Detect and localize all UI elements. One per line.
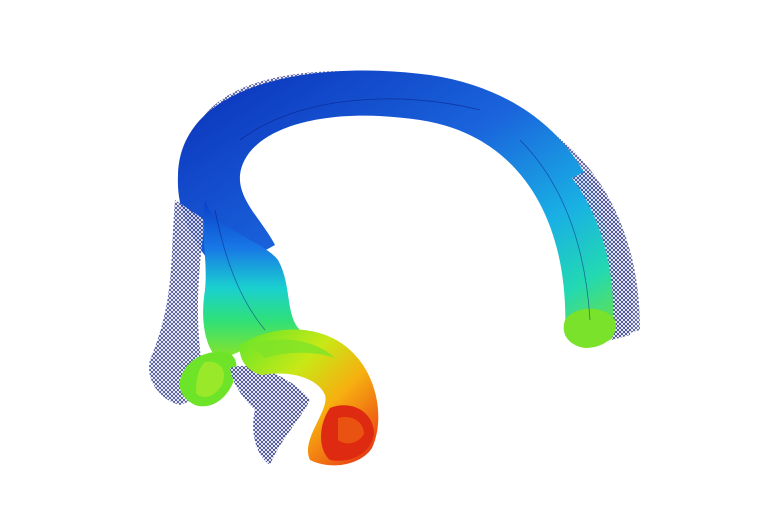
contour-lines xyxy=(214,98,591,331)
hook-tip-highlight xyxy=(338,416,364,444)
hook-inner-band xyxy=(250,339,335,358)
arch-right-end xyxy=(563,308,616,348)
mesh-left-leg xyxy=(149,200,205,405)
mesh-right-flank xyxy=(572,170,633,340)
left-leg-body xyxy=(203,200,300,360)
mesh-hook-under xyxy=(230,365,310,465)
left-tab-shade xyxy=(196,361,225,397)
arch-body xyxy=(177,70,617,344)
